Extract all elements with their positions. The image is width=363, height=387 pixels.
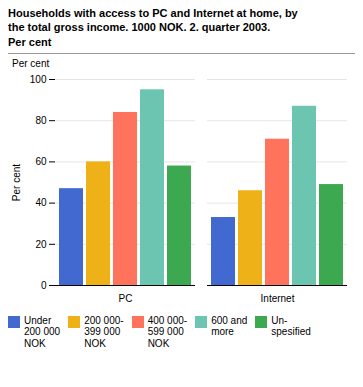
html-text:Per cent: Per cent — [12, 57, 50, 69]
svg-text:100: 100 — [30, 74, 47, 85]
html-text:Under 200 000 NOK: Under 200 000 NOK — [24, 314, 61, 349]
svg-text:0: 0 — [41, 280, 47, 291]
html-text:Households with access to PC a: Households with access to PC and Interne… — [8, 7, 298, 48]
svg-text:Internet: Internet — [261, 292, 295, 303]
html-text:400 000- 599 000 NOK: 400 000- 599 000 NOK — [147, 314, 188, 349]
svg-text:20: 20 — [35, 238, 47, 249]
svg-text:Per cent: Per cent — [11, 164, 22, 201]
html-text:600 and more: 600 and more — [211, 314, 248, 338]
svg-text:80: 80 — [35, 115, 47, 126]
svg-text:60: 60 — [35, 156, 47, 167]
svg-text:PC: PC — [119, 292, 133, 303]
svg-text:40: 40 — [35, 197, 47, 208]
html-text:Un- spesified: Un- spesified — [271, 314, 311, 338]
html-text:200 000- 399 000 NOK: 200 000- 399 000 NOK — [84, 314, 124, 349]
